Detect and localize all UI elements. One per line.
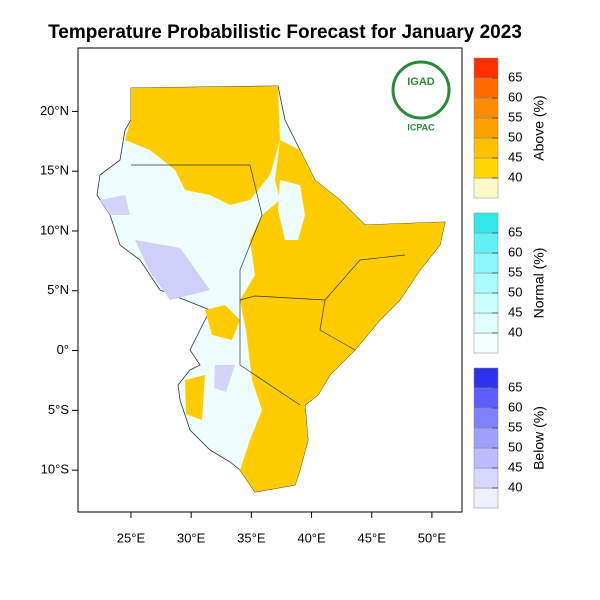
colorbar-swatch [473, 212, 499, 234]
below-region [214, 365, 235, 392]
colorbar-swatch [473, 232, 499, 254]
colorbar-label: 55 [508, 419, 522, 434]
above-region [185, 375, 205, 420]
logo-ring [391, 60, 451, 120]
colorbar-swatch [473, 117, 499, 139]
x-tick-label: 30°E [177, 530, 206, 545]
title: Temperature Probabilistic Forecast for J… [48, 22, 522, 43]
y-tick-label: 10°S [41, 462, 70, 477]
colorbar-label: 50 [508, 439, 522, 454]
below-region [100, 195, 130, 215]
normal-region [278, 180, 305, 240]
x-tick-label: 25°E [117, 530, 146, 545]
colorbar-label: 40 [508, 324, 522, 339]
x-tick-label: 50°E [418, 530, 447, 545]
colorbar-swatch [473, 367, 499, 389]
colorbar-swatch [473, 272, 499, 294]
colorbar-label: 60 [508, 89, 522, 104]
colorbar-swatch [473, 97, 499, 119]
colorbar-title: Normal (%) [531, 248, 547, 319]
colorbar-label: 65 [508, 379, 522, 394]
colorbar-swatch [473, 57, 499, 79]
below-region [135, 240, 210, 300]
colorbar-label: 45 [508, 459, 522, 474]
colorbar-label: 55 [508, 264, 522, 279]
x-tick-label: 40°E [297, 530, 326, 545]
colorbar-label: 55 [508, 109, 522, 124]
colorbar-swatch [473, 157, 499, 179]
above-region [125, 86, 280, 205]
colorbar-label: 45 [508, 149, 522, 164]
colorbar-swatch [473, 137, 499, 159]
colorbar-swatch [473, 177, 499, 199]
border [239, 300, 301, 406]
above-region [205, 305, 240, 340]
y-tick-label: 20°N [40, 103, 69, 118]
colorbar-swatch [473, 407, 499, 429]
colorbar-label: 50 [508, 284, 522, 299]
map [77, 47, 463, 513]
y-tick-label: 0° [57, 342, 69, 357]
colorbar-label: 50 [508, 129, 522, 144]
colorbar-label: 60 [508, 244, 522, 259]
y-tick-label: 5°N [47, 282, 69, 297]
colorbar-label: 40 [508, 169, 522, 184]
colorbar-swatch [473, 252, 499, 274]
logo-org: ICPAC [407, 122, 435, 132]
colorbar-swatch [473, 77, 499, 99]
colorbar-swatch [473, 467, 499, 489]
colorbar-label: 65 [508, 224, 522, 239]
colorbar-label: 60 [508, 399, 522, 414]
colorbar-swatch [473, 292, 499, 314]
colorbar-swatch [473, 332, 499, 354]
x-tick-label: 45°E [358, 530, 387, 545]
colorbar-label: 65 [508, 69, 522, 84]
colorbar-swatch [473, 387, 499, 409]
colorbar-title: Above (%) [531, 95, 547, 160]
logo: IGAD ICPAC [391, 60, 451, 132]
colorbar-title: Below (%) [531, 406, 547, 470]
x-tick-label: 35°E [237, 530, 266, 545]
y-tick-label: 15°N [40, 163, 69, 178]
colorbar-swatch [473, 487, 499, 509]
colorbar-label: 40 [508, 479, 522, 494]
y-tick-label: 10°N [40, 222, 69, 237]
colorbar-label: 45 [508, 304, 522, 319]
colorbar-swatch [473, 447, 499, 469]
colorbars: 40 45 50 55 60 65 Above (%) 40 45 50 55 60 65 Normal … [473, 57, 547, 509]
colorbar-swatch [473, 427, 499, 449]
logo-name: IGAD [407, 76, 435, 88]
y-tick-label: 5°S [48, 402, 69, 417]
axes: 25°E 30°E 35°E 40°E 45°E 50°E 20°N 15°N 10°N 5°N 0… [40, 103, 446, 546]
border [324, 254, 406, 301]
colorbar-swatch [473, 312, 499, 334]
